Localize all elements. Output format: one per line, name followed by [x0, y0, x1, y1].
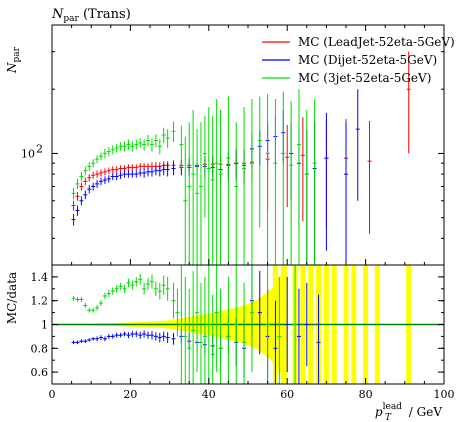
x-tick-label: 80 — [359, 388, 373, 401]
ratio-panel: 0.6 0.8 1 1.2 1.4 0 20 40 60 80 100 MC/data plead T… — [5, 264, 455, 422]
legend: MC (LeadJet-52eta-5GeV) MC (Dijet-52eta-… — [262, 35, 455, 85]
plot-title: Npar (Trans) — [51, 7, 131, 24]
ratio-y-axis-label: MC/data — [5, 272, 19, 324]
legend-entry-dijet: MC (Dijet-52eta-5GeV) — [262, 53, 437, 67]
x-tick-label: 20 — [123, 388, 137, 401]
legend-label-dijet: MC (Dijet-52eta-5GeV) — [298, 53, 437, 67]
x-tick-label: 40 — [202, 388, 216, 401]
ratio-y-tick-label: 1 — [41, 319, 48, 332]
legend-entry-leadjet: MC (LeadJet-52eta-5GeV) — [262, 35, 455, 49]
main-y-axis-label: Npar — [5, 46, 22, 74]
ratio-data-layer — [71, 265, 321, 384]
ratio-y-tick-label: 0.8 — [31, 342, 49, 355]
x-axis-label: plead T / GeV — [375, 402, 442, 422]
legend-label-3jet: MC (3jet-52eta-5GeV) — [298, 71, 431, 85]
main-data-layer — [71, 51, 411, 265]
x-tick-label: 100 — [434, 388, 455, 401]
main-y-tick-label: 10 — [21, 147, 35, 160]
ratio-y-tick-label: 1.4 — [31, 271, 49, 284]
legend-label-leadjet: MC (LeadJet-52eta-5GeV) — [298, 35, 455, 49]
ratio-y-tick-label: 0.6 — [31, 366, 49, 379]
x-tick-label: 0 — [49, 388, 56, 401]
ratio-y-tick-label: 1.2 — [31, 295, 49, 308]
main-y-tick-label-exponent: 2 — [36, 142, 43, 155]
ratio-axis-ticks: 0.6 0.8 1 1.2 1.4 0 20 40 60 80 100 — [31, 264, 455, 401]
legend-entry-3jet: MC (3jet-52eta-5GeV) — [262, 71, 431, 85]
x-tick-label: 60 — [280, 388, 294, 401]
